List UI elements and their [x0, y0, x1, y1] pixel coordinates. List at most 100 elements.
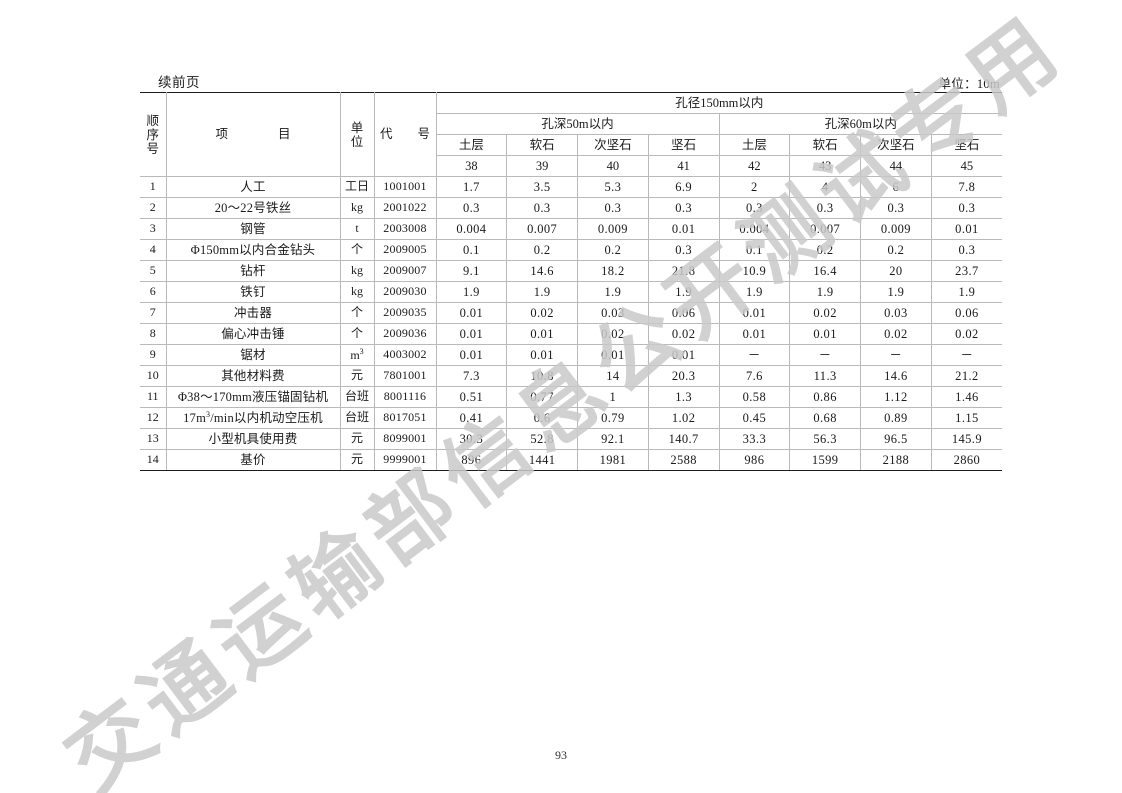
row-unit: kg: [339, 260, 375, 282]
row-value: 0.01: [435, 323, 508, 345]
header-seq-line1: 顺: [146, 113, 159, 128]
header-item: 项 目: [165, 92, 341, 177]
row-value: 1.9: [930, 281, 1003, 303]
row-unit: 元: [339, 365, 375, 387]
row-code: 2009036: [373, 323, 437, 345]
row-value: 0.3: [647, 197, 720, 219]
row-value: 0.01: [789, 323, 861, 345]
row-value: 5.3: [577, 176, 649, 198]
row-value: 0.02: [647, 323, 720, 345]
row-value: 145.9: [930, 428, 1003, 450]
row-code: 4003002: [373, 344, 437, 366]
row-value: 0.2: [577, 239, 649, 261]
row-value: 0.06: [930, 302, 1003, 324]
header-group-depth-50m: 孔深50m以内: [436, 113, 720, 135]
row-value: 0.45: [718, 407, 791, 429]
row-value: 986: [718, 449, 791, 471]
unit-note-label: 单位：10m: [938, 77, 1000, 91]
row-item-name: 其他材料费: [165, 365, 341, 387]
row-value: 0.01: [506, 323, 578, 345]
row-value: 0.009: [577, 218, 649, 240]
header-rock-type: 坚石: [647, 134, 720, 156]
header-column-number: 40: [577, 155, 649, 177]
row-value: －: [789, 344, 861, 366]
row-value: 11.3: [789, 365, 861, 387]
row-value: 10.9: [718, 260, 791, 282]
row-value: 0.06: [647, 302, 720, 324]
rate-table-container: 顺 序 号 项 目 单 位 代 号 孔径150mm以内 孔深50m以内 孔深60…: [140, 92, 1003, 471]
row-item-name: 偏心冲击锤: [165, 323, 341, 345]
table-body: 1 人工 工日 1001001 1.7 3.5 5.3 6.9 2 4 6 7.8 2 20～22号铁丝 k…: [140, 176, 1003, 471]
row-value: 0.1: [435, 239, 508, 261]
row-code: 2003008: [373, 218, 437, 240]
header-row-depth-groups: 孔深50m以内 孔深60m以内: [140, 113, 1003, 135]
row-item-name: Φ38～170mm液压锚固钻机: [165, 386, 341, 408]
header-seq-line2: 序: [146, 127, 159, 142]
table-row: 13 小型机具使用费元 8099001 30.3 52.8 92.1 140.7 33.3 56…: [140, 428, 1003, 450]
row-value: 0.02: [860, 323, 932, 345]
header-rock-type: 坚石: [930, 134, 1003, 156]
row-value: 0.01: [718, 323, 791, 345]
row-value: 20.3: [647, 365, 720, 387]
table-row: 1 人工 工日 1001001 1.7 3.5 5.3 6.9 2 4 6 7.8: [140, 176, 1003, 198]
row-sequence-number: 14: [140, 449, 167, 471]
row-item-name: 小型机具使用费: [165, 428, 341, 450]
header-column-number: 44: [860, 155, 932, 177]
header-column-number: 39: [506, 155, 578, 177]
table-row: 14 基价元 9999001 896 1441 1981 2588 986 1599 2188 28…: [140, 449, 1003, 471]
row-value: 1981: [577, 449, 649, 471]
row-value: 0.01: [577, 344, 649, 366]
row-unit: 个: [339, 323, 375, 345]
header-column-number: 41: [647, 155, 720, 177]
row-value: 1: [577, 386, 649, 408]
row-value: 0.01: [647, 344, 720, 366]
row-code: 8099001: [373, 428, 437, 450]
row-code: 7801001: [373, 365, 437, 387]
row-unit: 个: [339, 239, 375, 261]
header-code: 代 号: [373, 92, 437, 177]
row-unit: 元: [339, 449, 375, 471]
row-value: 0.03: [860, 302, 932, 324]
row-value: 10.8: [506, 365, 578, 387]
row-value: 1441: [506, 449, 578, 471]
row-sequence-number: 6: [140, 281, 167, 303]
row-value: 92.1: [577, 428, 649, 450]
table-row: 3 钢管 t 2003008 0.004 0.007 0.009 0.01 0.004 0.007…: [140, 218, 1003, 240]
row-value: 16.4: [789, 260, 861, 282]
row-unit: 个: [339, 302, 375, 324]
row-code: 1001001: [373, 176, 437, 198]
row-value: 0.004: [718, 218, 791, 240]
row-code: 2009005: [373, 239, 437, 261]
row-value: 6.9: [647, 176, 720, 198]
row-value: 0.2: [506, 239, 578, 261]
header-rock-type: 土层: [718, 134, 791, 156]
row-unit: t: [339, 218, 375, 240]
row-value: 14: [577, 365, 649, 387]
header-column-number: 38: [436, 155, 508, 177]
row-value: 33.3: [718, 428, 791, 450]
table-header: 顺 序 号 项 目 单 位 代 号 孔径150mm以内 孔深50m以内 孔深60…: [140, 92, 1003, 177]
header-rock-type: 次坚石: [860, 134, 932, 156]
row-sequence-number: 7: [140, 302, 167, 324]
row-code: 9999001: [373, 449, 437, 471]
row-value: 21.8: [647, 260, 720, 282]
table-row: 11 Φ38～170mm液压锚固钻机 台班 8001116 0.51 0.77 1 1.3 0.…: [140, 386, 1003, 408]
header-column-number: 45: [930, 155, 1003, 177]
row-value: 0.01: [435, 302, 508, 324]
row-value: 0.01: [718, 302, 791, 324]
row-value: 1.46: [930, 386, 1003, 408]
row-value: 0.3: [718, 197, 791, 219]
row-value: 9.1: [435, 260, 508, 282]
header-column-number: 42: [718, 155, 791, 177]
row-sequence-number: 12: [140, 407, 167, 429]
row-item-name: 钻杆: [165, 260, 341, 282]
header-rock-type: 软石: [789, 134, 861, 156]
page-number: 93: [555, 748, 567, 762]
row-value: 0.3: [435, 197, 508, 219]
row-value: 2: [718, 176, 791, 198]
row-value: 0.3: [860, 197, 932, 219]
row-value: 21.2: [930, 365, 1003, 387]
row-value: 0.3: [577, 197, 649, 219]
row-value: 0.41: [435, 407, 508, 429]
